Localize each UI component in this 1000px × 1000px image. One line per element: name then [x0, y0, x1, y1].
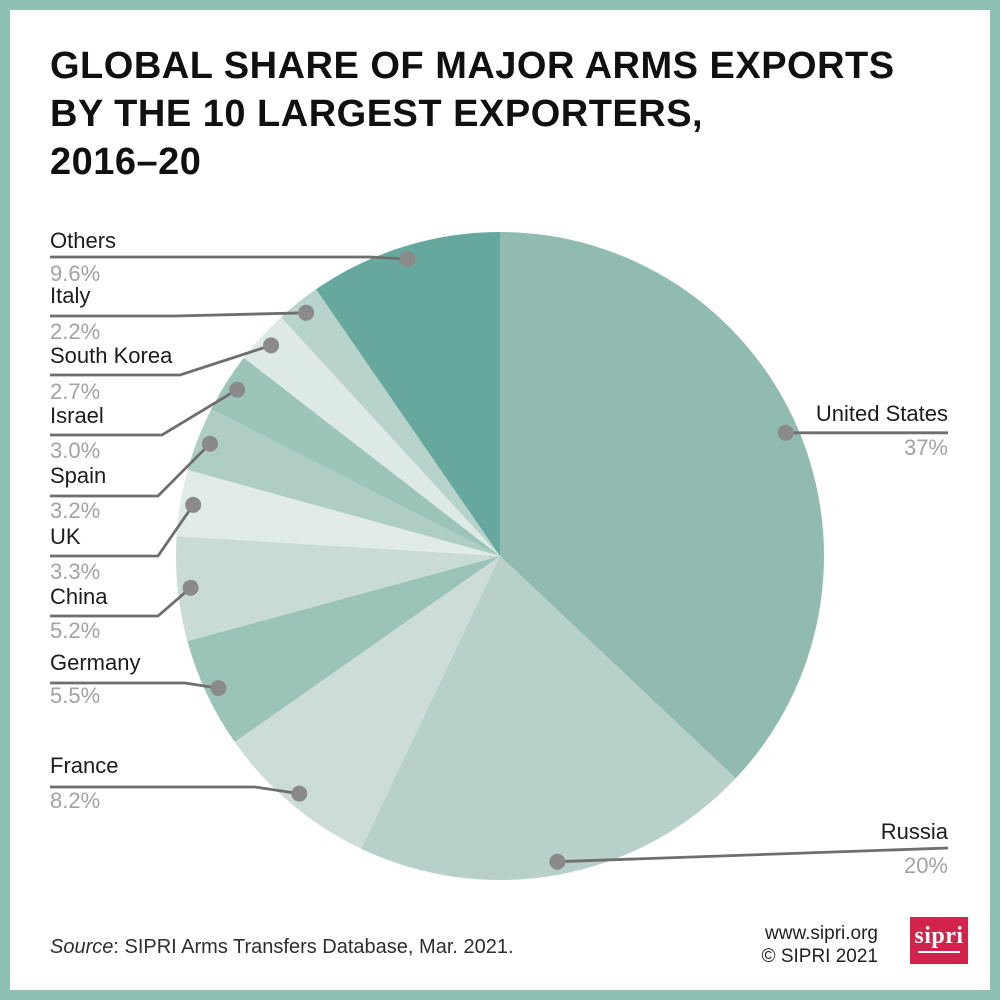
slice-label-south-korea: South Korea: [50, 343, 173, 368]
pie-slice-france: [234, 556, 500, 849]
callout-dot-china: [182, 579, 199, 596]
callout-dot-germany: [210, 680, 227, 697]
callout-line-others: [50, 255, 408, 261]
pie-slice-russia: [361, 556, 736, 881]
pie-slice-uk: [176, 469, 500, 556]
slice-value-china: 5.2%: [50, 618, 100, 643]
website-url: www.sipri.org: [765, 923, 878, 944]
slice-label-spain: Spain: [50, 463, 106, 488]
pie-slice-spain: [187, 409, 500, 556]
chart-title-line-2: BY THE 10 LARGEST EXPORTERS,: [50, 93, 704, 135]
slice-label-others: Others: [50, 228, 116, 253]
chart-title-line-3: 2016–20: [50, 141, 202, 183]
callout-dot-uk: [185, 496, 202, 513]
slice-label-france: France: [50, 753, 118, 778]
slice-value-united-states: 37%: [904, 435, 948, 460]
slice-value-germany: 5.5%: [50, 683, 100, 708]
callout-lines: [50, 251, 949, 870]
pie-slice-united-states: [500, 232, 824, 779]
callout-line-italy: [50, 311, 307, 318]
slice-label-germany: Germany: [50, 650, 140, 675]
slice-value-uk: 3.3%: [50, 559, 100, 584]
slice-label-united-states: United States: [816, 401, 948, 426]
source-note-label: Source: [50, 936, 114, 958]
footer-links: www.sipri.org © SIPRI 2021: [762, 922, 878, 968]
slice-value-others: 9.6%: [50, 261, 100, 286]
callout-dot-france: [291, 785, 308, 802]
pie-slice-germany: [187, 556, 500, 742]
callout-dot-united-states: [777, 424, 794, 441]
slice-value-south-korea: 2.7%: [50, 379, 100, 404]
slice-label-italy: Italy: [50, 283, 90, 308]
pie-slice-israel: [211, 357, 500, 556]
callout-line-spain: [50, 442, 211, 498]
pie-slice-china: [175, 536, 500, 642]
callout-dot-russia: [549, 853, 566, 870]
callout-line-russia: [557, 846, 949, 864]
source-note: Source: SIPRI Arms Transfers Database, M…: [50, 936, 514, 959]
chart-title: GLOBAL SHARE OF MAJOR ARMS EXPORTS BY TH…: [50, 42, 895, 186]
sipri-logo-underline: [918, 951, 960, 953]
callout-dot-spain: [202, 435, 218, 452]
callout-labels: United States 37% Russia 20% France 8.2% Germa…: [50, 228, 949, 878]
callout-line-israel: [50, 388, 238, 437]
sipri-logo-text: sipri: [914, 923, 964, 949]
slice-value-spain: 3.2%: [50, 498, 100, 523]
callout-line-uk: [50, 504, 195, 558]
callout-dot-south-korea: [263, 337, 280, 354]
sipri-logo: sipri: [910, 917, 968, 964]
slice-label-uk: UK: [50, 524, 81, 549]
pie-slice-others: [316, 231, 500, 556]
source-note-text: : SIPRI Arms Transfers Database, Mar. 20…: [113, 936, 514, 958]
chart-title-line-1: GLOBAL SHARE OF MAJOR ARMS EXPORTS: [50, 45, 895, 87]
callout-line-france: [50, 785, 300, 795]
slice-value-israel: 3.0%: [50, 438, 100, 463]
callout-dot-italy: [298, 304, 315, 321]
copyright: © SIPRI 2021: [761, 946, 878, 967]
slice-label-israel: Israel: [50, 403, 104, 428]
callout-line-china: [50, 586, 192, 618]
slice-value-russia: 20%: [904, 853, 948, 878]
slice-label-china: China: [50, 584, 108, 609]
pie-slice-italy: [281, 289, 500, 556]
slice-value-france: 8.2%: [50, 788, 100, 813]
slice-value-italy: 2.2%: [50, 319, 100, 344]
callout-dot-israel: [229, 381, 246, 398]
callout-dot-others: [399, 251, 416, 268]
callout-line-south-korea: [50, 344, 272, 377]
slice-label-russia: Russia: [881, 819, 949, 844]
callout-line-germany: [50, 681, 219, 690]
pie-slice-south-korea: [243, 317, 501, 556]
pie-slices: [175, 231, 824, 881]
